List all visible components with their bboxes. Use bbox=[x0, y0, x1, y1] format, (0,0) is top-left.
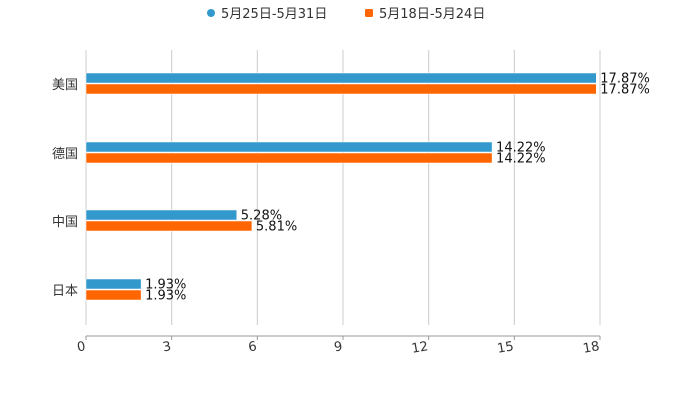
legend-marker-square bbox=[365, 9, 373, 17]
bar bbox=[85, 289, 142, 301]
data-label: 17.87% bbox=[600, 83, 650, 98]
x-tick-label: 6 bbox=[247, 339, 258, 355]
data-label: 5.81% bbox=[256, 220, 297, 235]
x-tick-label: 18 bbox=[582, 339, 601, 357]
x-tick-label: 12 bbox=[410, 339, 429, 357]
category-label: 美国 bbox=[52, 78, 78, 93]
legend-marker-circle bbox=[207, 9, 215, 17]
legend-label: 5月25日-5月31日 bbox=[221, 7, 327, 22]
bars: 美国 17.87%17.87% 德国 14.22%14.22% 中国 5.28%5.81%… bbox=[52, 72, 650, 304]
category-label: 日本 bbox=[52, 284, 78, 299]
data-label: 14.22% bbox=[496, 141, 546, 156]
data-label: 5.28% bbox=[241, 209, 282, 224]
x-axis: 0 3 6 9 12 15 18 bbox=[76, 335, 601, 357]
bar bbox=[85, 72, 597, 84]
data-label: 14.22% bbox=[496, 152, 546, 167]
bar bbox=[85, 278, 142, 290]
bar bbox=[85, 152, 493, 164]
x-tick-label: 3 bbox=[162, 339, 173, 355]
x-tick-label: 0 bbox=[76, 339, 87, 355]
bar bbox=[85, 209, 238, 221]
legend-label: 5月18日-5月24日 bbox=[379, 7, 485, 22]
x-tick-label: 15 bbox=[496, 339, 515, 357]
data-label: 17.87% bbox=[600, 72, 650, 87]
data-label: 1.93% bbox=[145, 278, 186, 293]
bar bbox=[85, 220, 253, 232]
data-label: 1.93% bbox=[145, 289, 186, 304]
x-tick-label: 9 bbox=[333, 339, 344, 355]
category-label: 中国 bbox=[52, 215, 78, 230]
bar bbox=[85, 141, 493, 153]
gridlines bbox=[85, 50, 601, 325]
bar bbox=[85, 83, 597, 95]
category-label: 德国 bbox=[52, 147, 78, 162]
legend: 5月25日-5月31日 5月18日-5月24日 bbox=[207, 7, 485, 22]
